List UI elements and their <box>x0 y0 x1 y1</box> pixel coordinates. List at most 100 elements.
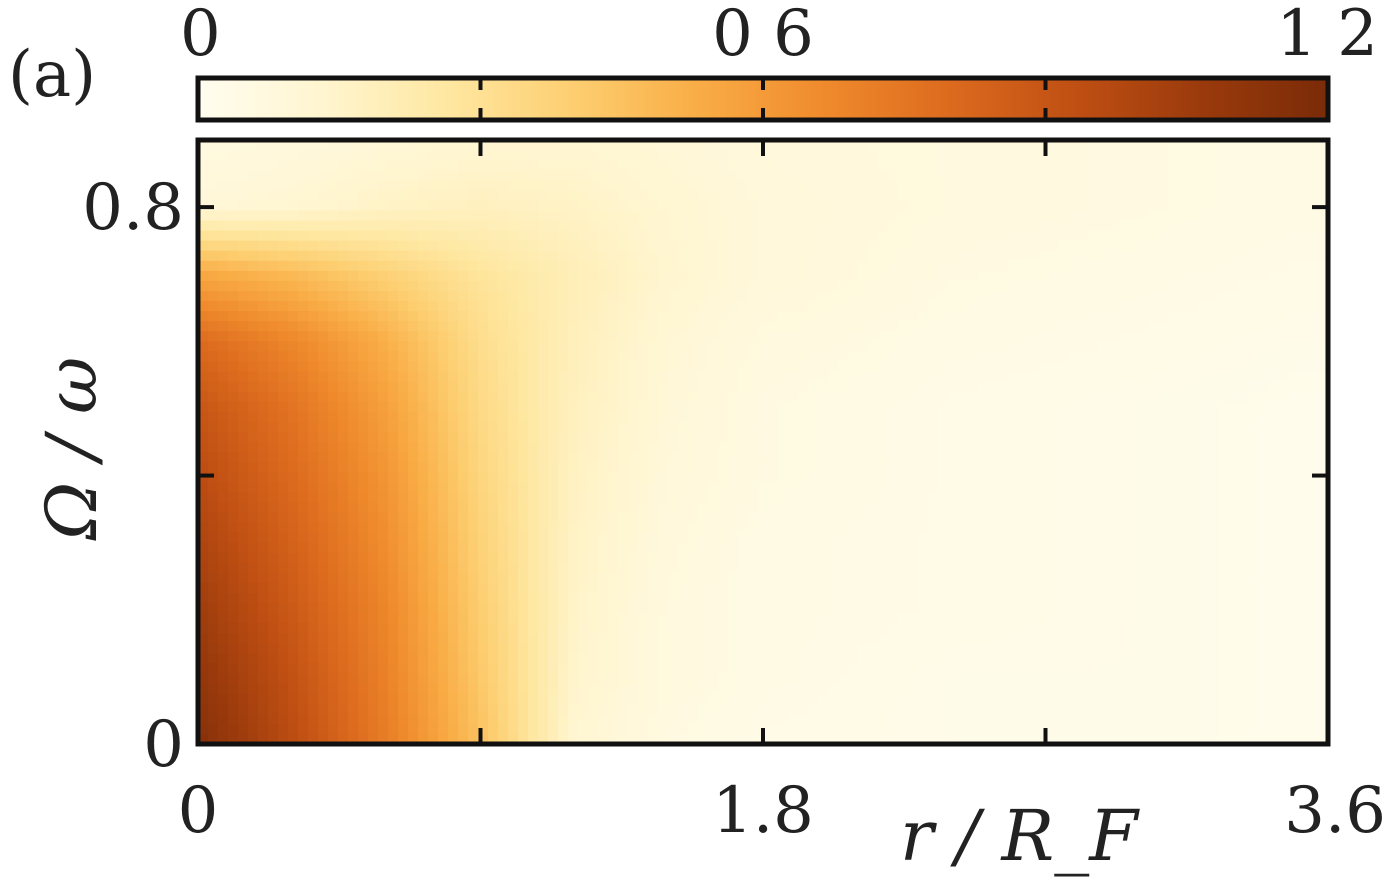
heatmap-cell <box>568 140 579 151</box>
heatmap-cell <box>1238 140 1249 151</box>
heatmap-cell <box>428 391 439 403</box>
heatmap-cell <box>438 512 449 524</box>
heatmap-cell <box>1068 572 1079 584</box>
heatmap-cell <box>248 250 259 262</box>
heatmap-cell <box>718 150 729 161</box>
heatmap-cell <box>238 331 249 342</box>
heatmap-cell <box>1168 411 1179 423</box>
heatmap-cell <box>718 492 729 503</box>
heatmap-cell <box>968 361 979 373</box>
heatmap-cell <box>428 442 439 453</box>
heatmap-cell <box>288 452 299 463</box>
heatmap-cell <box>228 170 239 181</box>
heatmap-cell <box>288 431 299 443</box>
heatmap-cell <box>838 482 849 493</box>
heatmap-cell <box>1048 280 1059 292</box>
heatmap-cell <box>1188 452 1199 463</box>
heatmap-cell <box>388 482 399 493</box>
heatmap-cell <box>538 361 549 373</box>
heatmap-cell <box>208 321 219 332</box>
heatmap-cell <box>898 411 909 423</box>
heatmap-cell <box>258 210 269 222</box>
heatmap-cell <box>1108 190 1119 201</box>
heatmap-cell <box>288 552 299 564</box>
heatmap-cell <box>398 522 409 534</box>
heatmap-cell <box>1178 371 1189 383</box>
heatmap-cell <box>908 351 919 363</box>
heatmap-cell <box>1158 492 1169 503</box>
heatmap-cell <box>1058 452 1069 463</box>
heatmap-cell <box>858 270 869 282</box>
heatmap-cell <box>408 572 419 584</box>
heatmap-cell <box>398 371 409 383</box>
heatmap-cell <box>758 552 769 564</box>
heatmap-cell <box>1218 250 1229 262</box>
heatmap-cell <box>788 190 799 201</box>
heatmap-cell <box>728 220 739 232</box>
heatmap-cell <box>808 140 819 151</box>
heatmap-cell <box>578 431 589 443</box>
heatmap-cell <box>838 170 849 181</box>
heatmap-cell <box>568 150 579 161</box>
heatmap-cell <box>908 170 919 181</box>
heatmap-cell <box>1218 321 1229 332</box>
heatmap-cell <box>458 371 469 383</box>
heatmap-cell <box>238 411 249 423</box>
heatmap-cell <box>1038 200 1049 212</box>
heatmap-cell <box>318 361 329 373</box>
heatmap-cell <box>938 331 949 342</box>
heatmap-cell <box>328 502 339 514</box>
heatmap-cell <box>488 321 499 332</box>
heatmap-cell <box>268 462 279 473</box>
heatmap-cell <box>898 512 909 524</box>
heatmap-cell <box>378 572 389 584</box>
heatmap-cell <box>848 431 859 443</box>
heatmap-cell <box>538 160 549 171</box>
heatmap-cell <box>658 381 669 393</box>
heatmap-cell <box>288 562 299 574</box>
heatmap-cell <box>1118 361 1129 373</box>
heatmap-cell <box>668 180 679 191</box>
heatmap-cell <box>448 361 459 373</box>
heatmap-cell <box>1248 250 1259 262</box>
heatmap-cell <box>298 210 309 222</box>
heatmap-cell <box>458 351 469 363</box>
heatmap-cell <box>658 431 669 443</box>
heatmap-cell <box>988 381 999 393</box>
heatmap-cell <box>1298 492 1309 503</box>
heatmap-cell <box>478 411 489 423</box>
heatmap-cell <box>1198 230 1209 242</box>
heatmap-cell <box>1118 431 1129 443</box>
heatmap-cell <box>388 542 399 554</box>
heatmap-cell <box>968 250 979 262</box>
heatmap-cell <box>1108 532 1119 544</box>
heatmap-cell <box>708 311 719 322</box>
heatmap-cell <box>198 331 209 342</box>
heatmap-cell <box>858 260 869 272</box>
heatmap-cell <box>758 170 769 181</box>
heatmap-cell <box>458 260 469 272</box>
heatmap-cell <box>1148 421 1159 433</box>
heatmap-cell <box>1268 452 1279 463</box>
heatmap-cell <box>1028 220 1039 232</box>
heatmap-cell <box>378 220 389 232</box>
heatmap-cell <box>278 210 289 222</box>
heatmap-cell <box>408 280 419 292</box>
heatmap-cell <box>958 331 969 342</box>
heatmap-cell <box>598 230 609 242</box>
heatmap-cell <box>1048 331 1059 342</box>
heatmap-cell <box>1288 381 1299 393</box>
heatmap-cell <box>338 220 349 232</box>
heatmap-cell <box>1278 361 1289 373</box>
heatmap-cell <box>398 431 409 443</box>
heatmap-cell <box>258 582 269 594</box>
heatmap-cell <box>408 492 419 503</box>
heatmap-cell <box>1278 180 1289 191</box>
heatmap-cell <box>608 421 619 433</box>
heatmap-cell <box>738 301 749 312</box>
heatmap-cell <box>1088 411 1099 423</box>
heatmap-cell <box>1078 482 1089 493</box>
heatmap-cell <box>298 170 309 181</box>
heatmap-cell <box>1278 341 1289 352</box>
heatmap-cell <box>1258 351 1269 363</box>
